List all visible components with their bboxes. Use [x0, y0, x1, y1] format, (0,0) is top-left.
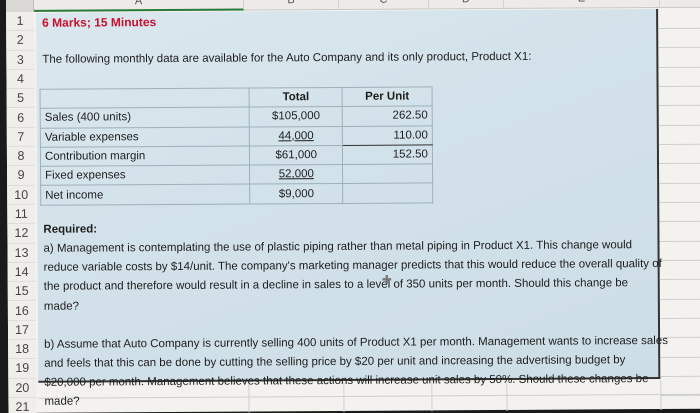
row-header-15[interactable]: 15 [7, 282, 36, 302]
row-label-contribution-margin[interactable]: Contribution margin [40, 145, 250, 167]
marks-time-heading: 6 Marks; 15 Minutes [42, 15, 157, 30]
row-label-net-income[interactable]: Net income [40, 184, 251, 206]
empty-grid-right [658, 9, 700, 409]
column-header-e[interactable]: E [503, 0, 661, 9]
net-income-total[interactable]: $9,000 [249, 183, 343, 204]
row-header-7[interactable]: 7 [6, 127, 35, 148]
table-row: Fixed expenses 52,000 [40, 164, 433, 186]
variable-expenses-total[interactable]: 44,000 [278, 129, 314, 143]
sales-per-unit[interactable]: 262.50 [342, 106, 433, 127]
row-header-16[interactable]: 16 [7, 301, 36, 321]
row-header-17[interactable]: 17 [7, 320, 37, 341]
row-header-20[interactable]: 20 [8, 378, 37, 398]
question-a-line-4: made? [43, 300, 80, 313]
row-header-1[interactable]: 1 [6, 11, 35, 32]
row-header-3[interactable]: 3 [6, 50, 35, 70]
table-row: Net income $9,000 [40, 183, 433, 206]
row-header-11[interactable]: 11 [7, 204, 36, 225]
fixed-expenses-per-unit[interactable] [342, 164, 433, 184]
row-header-21[interactable]: 21 [8, 397, 37, 413]
row-header-8[interactable]: 8 [6, 146, 36, 167]
row-header-19[interactable]: 19 [8, 359, 37, 379]
table-row: Variable expenses 44,000 110.00 [40, 125, 433, 148]
column-header-c[interactable]: C [338, 0, 430, 10]
header-total: Total [249, 87, 343, 108]
select-all-corner[interactable] [6, 0, 35, 12]
contribution-margin-total[interactable]: $61,000 [249, 145, 343, 166]
row-label-variable-expenses[interactable]: Variable expenses [40, 126, 250, 148]
row-header-2[interactable]: 2 [6, 31, 35, 51]
table-row: Contribution margin $61,000 152.50 [40, 144, 433, 167]
spreadsheet: A B C D E 1 2 3 4 5 6 7 8 9 10 11 12 13 … [6, 0, 700, 413]
table-header-row: Total Per Unit [40, 86, 433, 109]
sales-total[interactable]: $105,000 [249, 106, 343, 127]
row-header-5[interactable]: 5 [6, 89, 35, 109]
question-b-line-4: made? [44, 395, 80, 408]
row-header-18[interactable]: 18 [8, 339, 37, 360]
column-header-d[interactable]: D [428, 0, 505, 10]
variable-expenses-per-unit[interactable]: 110.00 [342, 125, 433, 146]
required-heading: Required: [43, 223, 98, 236]
header-label [40, 88, 250, 109]
row-header-12[interactable]: 12 [7, 224, 36, 244]
column-header-b[interactable]: B [243, 0, 340, 11]
row-header-9[interactable]: 9 [7, 166, 36, 186]
row-label-sales[interactable]: Sales (400 units) [40, 107, 250, 128]
row-header-14[interactable]: 14 [7, 262, 36, 283]
income-statement-table: Total Per Unit Sales (400 units) $105,00… [40, 86, 434, 206]
contribution-margin-per-unit[interactable]: 152.50 [342, 144, 433, 165]
row-header-6[interactable]: 6 [6, 108, 35, 128]
header-per-unit: Per Unit [342, 86, 433, 107]
row-header-13[interactable]: 13 [7, 243, 36, 263]
row-label-fixed-expenses[interactable]: Fixed expenses [40, 165, 250, 186]
net-income-per-unit[interactable] [342, 183, 433, 204]
row-header-4[interactable]: 4 [6, 69, 35, 90]
table-row: Sales (400 units) $105,000 262.50 [40, 106, 433, 128]
column-header-a[interactable]: A [33, 0, 245, 12]
fixed-expenses-total[interactable]: 52,000 [278, 168, 314, 181]
mouse-cursor-crosshair-icon: ✚ [381, 272, 392, 287]
row-header-10[interactable]: 10 [7, 185, 36, 205]
